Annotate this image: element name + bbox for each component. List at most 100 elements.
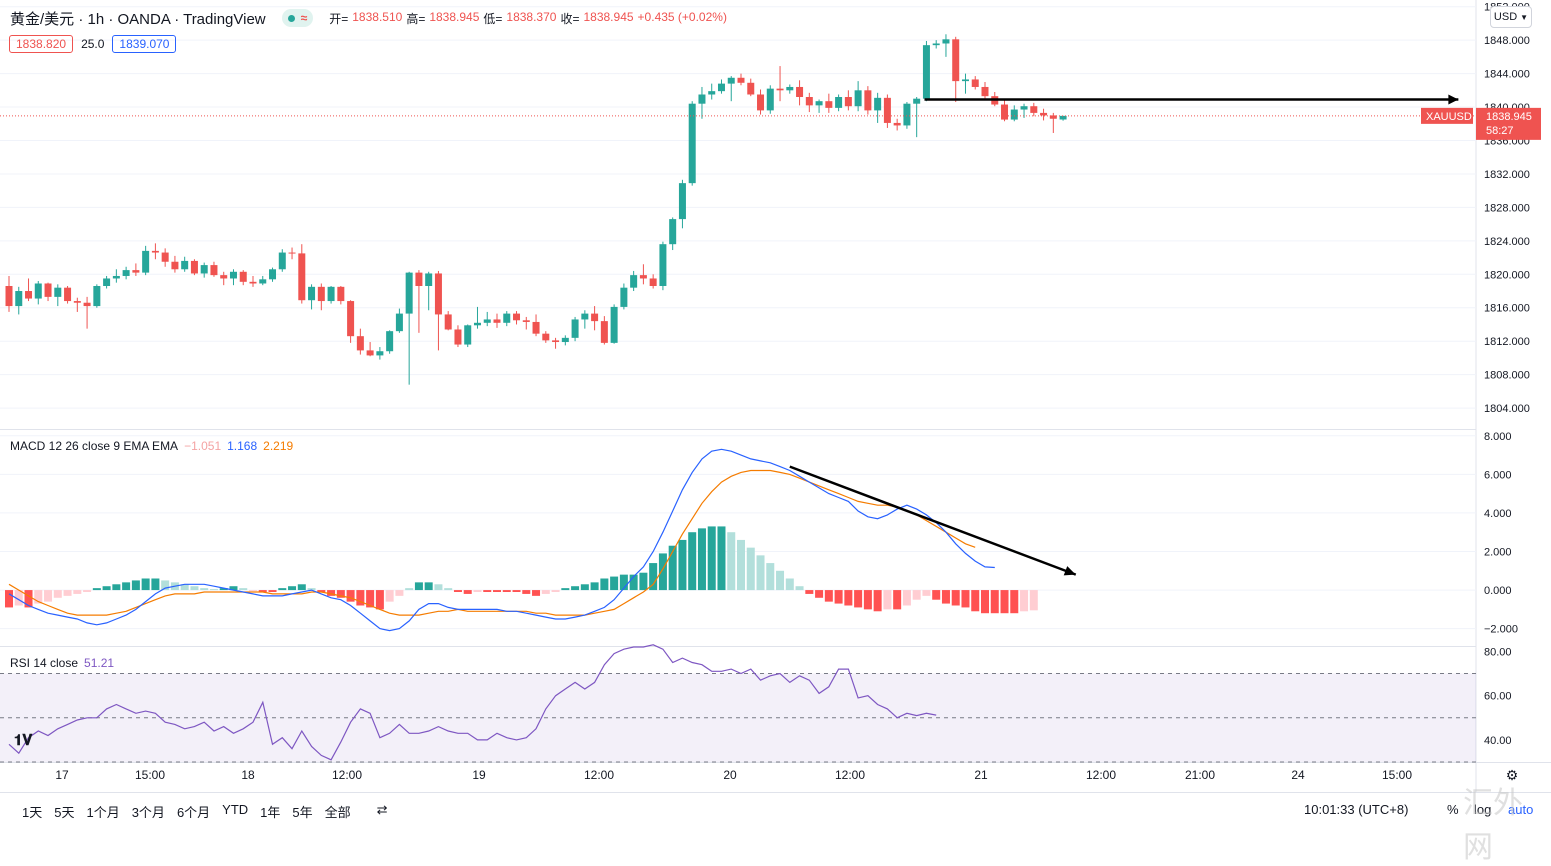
candle-body	[259, 279, 267, 284]
chart-header: 黄金/美元 · 1h · OANDA · TradingView ≈ 开= 183…	[10, 8, 727, 28]
high-label: 高=	[406, 11, 426, 26]
macd-name: MACD 12 26 close 9 EMA EMA	[10, 439, 179, 453]
candle-body	[698, 94, 706, 104]
candle-body	[83, 302, 91, 307]
range-6m-button[interactable]: 6个月	[176, 805, 211, 820]
macd-histogram-bar	[990, 590, 999, 614]
candle-body	[522, 320, 530, 322]
macd-histogram-bar	[678, 539, 687, 591]
candle-body	[864, 90, 872, 111]
log-button[interactable]: log	[1474, 802, 1492, 817]
macd-histogram-bar	[961, 590, 970, 608]
sell-price-button[interactable]: 1838.820	[9, 35, 74, 53]
macd-histogram-bar	[180, 584, 189, 591]
macd-histogram-bar	[346, 590, 355, 602]
goto-date-icon[interactable]: ⇄	[376, 802, 388, 817]
time-tick-label: 19	[472, 768, 486, 782]
macd-histogram-bar	[366, 590, 375, 608]
auto-button[interactable]: auto	[1508, 802, 1534, 817]
candle-body	[610, 306, 618, 343]
candle-body	[1040, 112, 1048, 116]
macd-histogram-bar	[44, 590, 53, 602]
macd-histogram-bar	[902, 590, 911, 606]
range-3m-button[interactable]: 3个月	[131, 805, 165, 820]
macd-tick-label: 8.000	[1484, 431, 1512, 443]
candle-body	[600, 321, 608, 343]
macd-histogram-bar	[395, 590, 404, 596]
candle-body	[249, 281, 257, 284]
candle-body	[93, 286, 101, 307]
macd-histogram-bar	[805, 590, 814, 594]
candle-body	[112, 275, 120, 279]
macd-histogram-bar	[229, 586, 238, 591]
candle-body	[737, 77, 745, 83]
candle-body	[659, 244, 667, 286]
price-tick-label: 1848.000	[1484, 35, 1530, 47]
price-tick-label: 1832.000	[1484, 169, 1530, 181]
price-tick-label: 1812.000	[1484, 336, 1530, 348]
percent-button[interactable]: %	[1447, 802, 1459, 817]
candle-body	[913, 98, 921, 104]
rsi-line	[8, 644, 937, 761]
candle-body	[815, 101, 823, 106]
candle-body	[161, 252, 169, 262]
macd-histogram-bar	[131, 580, 140, 591]
currency-button[interactable]: USD ▼	[1490, 6, 1532, 28]
market-status-badge[interactable]: ≈	[281, 9, 314, 27]
macd-histogram-bar	[268, 590, 277, 592]
trading-chart[interactable]: 1852.0001848.0001844.0001840.0001836.000…	[0, 0, 1551, 832]
candle-body	[786, 86, 794, 91]
rsi-tick-label: 40.00	[1484, 735, 1512, 747]
candle-body	[483, 319, 491, 323]
time-tick-label: 20	[723, 768, 737, 782]
macd-histogram-bar	[532, 590, 541, 596]
macd-histogram-bar	[502, 590, 511, 592]
macd-histogram-bar	[795, 586, 804, 591]
candle-body	[708, 91, 716, 95]
range-ytd-button[interactable]: YTD	[222, 802, 249, 817]
macd-histogram-bar	[1010, 590, 1019, 614]
macd-histogram-bar	[434, 584, 443, 591]
buy-price-button[interactable]: 1839.070	[112, 35, 177, 53]
rsi-tick-label: 60.00	[1484, 691, 1512, 703]
macd-histogram-bar	[883, 590, 892, 610]
candle-body	[1001, 104, 1009, 120]
macd-histogram-bar	[200, 588, 209, 591]
candle-body	[922, 45, 930, 99]
currency-label: USD	[1493, 11, 1518, 23]
candle-body	[757, 94, 765, 111]
macd-histogram-bar	[834, 590, 843, 604]
candle-body	[893, 122, 901, 126]
candle-body	[415, 272, 423, 286]
price-tick-label: 1808.000	[1484, 370, 1530, 382]
clock-time[interactable]: 10:01:33 (UTC+8)	[1304, 802, 1409, 817]
range-5y-button[interactable]: 5年	[292, 805, 313, 820]
range-all-button[interactable]: 全部	[324, 805, 351, 820]
range-1m-button[interactable]: 1个月	[86, 805, 120, 820]
symbol-title[interactable]: 黄金/美元 · 1h · OANDA · TradingView	[10, 10, 266, 28]
candle-body	[190, 260, 198, 274]
candle-body	[425, 273, 433, 286]
price-tick-label: 1828.000	[1484, 202, 1530, 214]
candle-body	[220, 275, 228, 279]
macd-histogram-bar	[493, 590, 501, 592]
tradingview-logo[interactable]: 𝟏𝐕	[14, 731, 33, 749]
candle-body	[1010, 109, 1018, 120]
range-5d-button[interactable]: 5天	[54, 805, 75, 820]
rsi-legend[interactable]: RSI 14 close 51.21	[10, 656, 114, 670]
candle-body	[278, 252, 286, 270]
macd-histogram-bar	[83, 590, 92, 592]
macd-histogram-bar	[317, 590, 326, 592]
range-1y-button[interactable]: 1年	[260, 805, 281, 820]
candle-body	[405, 272, 413, 314]
macd-legend[interactable]: MACD 12 26 close 9 EMA EMA −1.051 1.168 …	[10, 439, 293, 453]
macd-histogram-bar	[551, 590, 560, 592]
macd-histogram-bar	[863, 590, 872, 610]
macd-histogram-bar	[717, 526, 726, 591]
ohlc-values: 开= 1838.510 高= 1838.945 低= 1838.370 收= 1838.…	[329, 10, 727, 27]
countdown-label: 58:27	[1486, 125, 1514, 137]
candle-body	[1020, 106, 1028, 110]
market-open-icon	[287, 14, 295, 22]
range-1d-button[interactable]: 1天	[22, 805, 43, 820]
arrow-head-icon	[1448, 94, 1459, 105]
